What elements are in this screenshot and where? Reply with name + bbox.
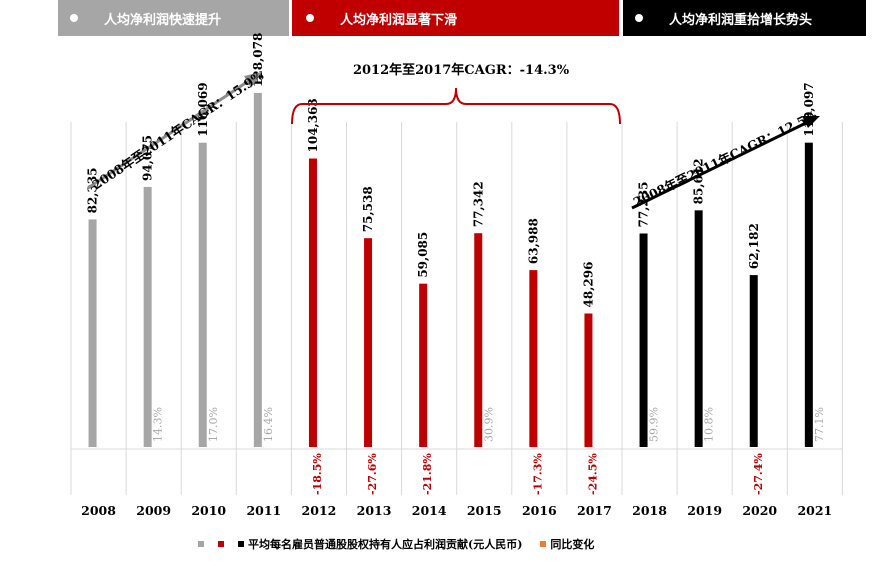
x-tick-label: 2014 (412, 503, 447, 518)
chart-legend: 平均每名雇员普通股股权持有人应占利润贡献(元人民币) 同比变化 (198, 536, 594, 552)
yoy-labels: 14.3% 17.0% 16.4% -18.5% -27.6% -21.8% 30.9% -1… (152, 407, 826, 495)
x-tick-label: 2012 (302, 503, 337, 518)
bar-2018 (639, 233, 648, 447)
legend-swatch-decline (218, 541, 224, 547)
x-axis-ticks: 2008 2009 2010 2011 2012 2013 2014 2015 2016 2017… (81, 503, 832, 518)
value-label: 128,078 (251, 33, 265, 87)
bar-2014 (419, 283, 428, 447)
x-tick-label: 2011 (246, 503, 281, 518)
phase-banner-growth: 人均净利润快速提升 (58, 0, 289, 36)
yoy-label: 14.3% (152, 407, 165, 442)
x-tick-label: 2009 (136, 503, 171, 518)
phase-banner-label: 人均净利润快速提升 (104, 12, 222, 28)
bar-2016 (529, 270, 538, 447)
cagr-arrow-line (631, 120, 809, 210)
cagr-annotation-2012-2017: 2012年至2017年CAGR：-14.3% (291, 62, 621, 125)
bar-2021 (804, 142, 813, 447)
bar-2009 (143, 186, 152, 447)
yoy-label: 17.0% (207, 407, 220, 442)
value-label: 104,363 (306, 98, 320, 152)
yoy-label: -24.5% (586, 453, 599, 495)
brace-icon (291, 87, 621, 125)
value-label: 75,538 (361, 186, 375, 232)
value-label: 63,988 (526, 218, 540, 264)
phase-banner-label: 人均净利润重拾增长势头 (669, 12, 813, 28)
x-tick-label: 2019 (687, 503, 722, 518)
x-tick-label: 2015 (467, 503, 502, 518)
phase-banner-label: 人均净利润显著下滑 (340, 12, 458, 28)
value-label: 77,235 (637, 182, 651, 228)
yoy-label: -17.3% (531, 453, 544, 495)
cagr-label: 2008年至2011年CAGR：15.9% (89, 68, 266, 193)
arrow-head-icon (244, 72, 262, 88)
cagr-arrow-line (87, 78, 251, 190)
phase-banner-recovery: 人均净利润重拾增长势头 (623, 0, 866, 36)
value-label: 59,085 (416, 232, 430, 278)
yoy-label: 30.9% (482, 407, 495, 442)
yoy-label: 16.4% (262, 407, 275, 442)
bar-2012 (308, 158, 317, 447)
bar-2010 (198, 142, 207, 447)
arrow-head-icon (802, 116, 820, 128)
yoy-label: 59.9% (648, 407, 661, 442)
bar-2013 (364, 238, 373, 447)
x-tick-label: 2017 (577, 503, 612, 518)
x-tick-label: 2020 (742, 503, 777, 518)
bar-2020 (749, 275, 758, 447)
yoy-label: 10.8% (703, 407, 716, 442)
yoy-label: -27.4% (752, 453, 765, 495)
bar-2019 (694, 210, 703, 447)
legend-swatch-growth (198, 541, 204, 547)
x-tick-label: 2016 (522, 503, 557, 518)
yoy-label: -21.8% (421, 453, 434, 495)
bullet-dot-icon (70, 14, 78, 22)
value-label: 77,342 (471, 181, 485, 227)
bullet-dot-icon (635, 14, 643, 22)
yoy-label: -27.6% (366, 453, 379, 495)
bar-2008 (88, 219, 97, 447)
chart-grid (70, 122, 843, 495)
cagr-annotation-2008-2011: 2008年至2011年CAGR：15.9% (87, 68, 266, 193)
bar-series (88, 92, 813, 447)
bar-2011 (253, 92, 262, 447)
x-tick-label: 2013 (357, 503, 392, 518)
value-label: 62,182 (747, 223, 761, 269)
phase-banner-decline: 人均净利润显著下滑 (292, 0, 619, 36)
legend-label-profit: 平均每名雇员普通股股权持有人应占利润贡献(元人民币) (248, 538, 523, 551)
cagr-annotation-2018-2021: 2008年至2011年CAGR：12.5% (631, 107, 820, 210)
cagr-label: 2008年至2011年CAGR：12.5% (631, 107, 820, 209)
cagr-label: 2012年至2017年CAGR：-14.3% (353, 62, 570, 78)
value-label: 85,612 (692, 158, 706, 204)
legend-swatch-yoy (540, 541, 547, 547)
value-label: 48,296 (581, 262, 595, 308)
bullet-dot-icon (306, 14, 314, 22)
legend-swatch-recovery (238, 541, 244, 547)
bar-2017 (584, 313, 593, 447)
x-tick-label: 2008 (81, 503, 116, 518)
bar-2015 (474, 233, 483, 447)
x-tick-label: 2010 (191, 503, 226, 518)
x-tick-label: 2018 (632, 503, 667, 518)
yoy-label: -18.5% (311, 453, 324, 495)
value-label: 110,069 (196, 82, 210, 136)
legend-label-yoy: 同比变化 (550, 538, 595, 551)
x-tick-label: 2021 (797, 503, 832, 518)
yoy-label: 77.1% (813, 407, 826, 442)
value-label: 82,335 (86, 167, 100, 213)
